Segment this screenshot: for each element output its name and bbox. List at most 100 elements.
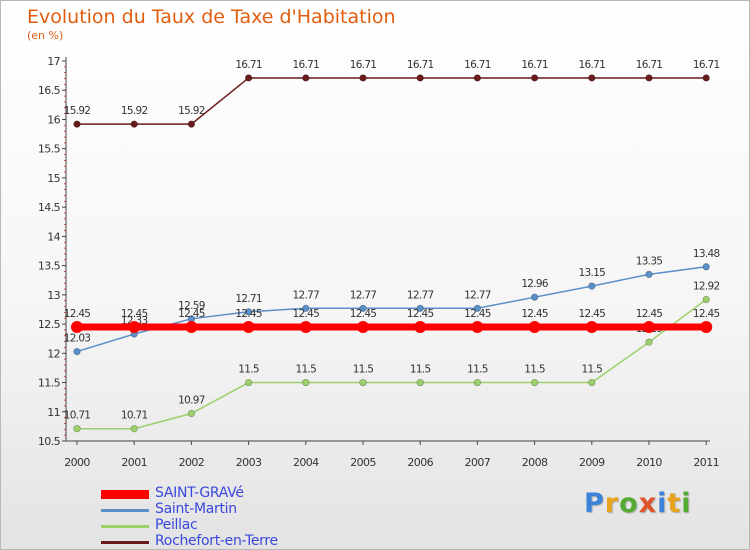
legend-label: Saint-Martin [155,501,237,517]
data-point-saint-martin [588,282,596,290]
y-tick-label: 15 [47,172,60,185]
data-label-saint-grave: 12.45 [178,308,205,320]
data-label-saint-grave: 12.45 [235,308,262,320]
data-label-peillac: 10.71 [64,410,91,422]
data-point-rochefort-en-terre [73,120,81,128]
data-label-rochefort-en-terre: 15.92 [178,105,205,117]
data-point-saint-grave [471,321,484,333]
data-label-saint-grave: 12.45 [636,308,663,320]
data-label-rochefort-en-terre: 16.71 [293,59,320,71]
data-point-rochefort-en-terre [645,74,653,82]
data-label-saint-martin: 12.77 [464,289,491,301]
legend-label: Peillac [155,517,198,533]
data-label-saint-martin: 12.77 [407,289,434,301]
data-point-saint-martin [416,304,424,312]
data-point-saint-grave [585,321,598,333]
data-label-rochefort-en-terre: 15.92 [64,105,91,117]
data-point-peillac [702,295,710,304]
data-point-saint-grave [414,321,427,333]
data-label-rochefort-en-terre: 16.71 [521,59,548,71]
x-tick-label: 2003 [236,456,262,469]
x-tick-label: 2007 [465,456,491,469]
data-point-peillac [130,425,138,433]
logo-letter: r [604,488,620,519]
data-label-saint-martin: 12.03 [64,333,91,345]
data-point-saint-grave [357,321,369,333]
y-tick-label: 11 [47,406,60,419]
data-label-saint-martin: 12.59 [178,300,205,312]
data-point-rochefort-en-terre [588,74,596,82]
data-label-peillac: 11.5 [467,364,488,376]
data-label-saint-grave: 12.45 [521,308,548,320]
legend-swatch [101,490,149,499]
data-label-rochefort-en-terre: 16.71 [693,59,720,71]
data-point-peillac [359,378,367,387]
logo-letter: i [657,488,668,519]
y-tick-label: 12 [47,347,60,360]
data-point-peillac [530,378,539,387]
data-point-saint-grave [242,321,255,333]
data-point-peillac [473,378,482,387]
data-point-peillac [416,378,424,387]
data-label-rochefort-en-terre: 16.71 [636,59,663,71]
data-label-peillac: 11.5 [353,364,374,376]
data-label-rochefort-en-terre: 16.71 [235,59,262,71]
y-tick-label: 13 [47,289,60,302]
data-point-saint-martin [302,304,310,312]
data-label-peillac: 11.5 [410,364,431,376]
data-label-saint-martin: 12.77 [350,289,377,301]
data-point-peillac [73,425,81,433]
data-point-saint-grave [185,321,198,333]
logo-letter: x [638,488,658,519]
x-tick-label: 2011 [693,456,719,469]
logo-letter: t [667,488,682,519]
data-label-saint-grave: 12.45 [350,308,377,320]
data-point-saint-martin [645,270,653,278]
logo-letter: i [681,488,692,519]
data-point-saint-martin [245,308,253,316]
data-point-saint-grave [700,321,713,333]
legend-swatch [101,509,149,512]
y-tick-label: 12.5 [38,318,61,331]
data-point-rochefort-en-terre [530,74,539,82]
data-point-saint-grave [643,321,655,333]
y-tick-label: 15.5 [38,143,61,156]
data-label-peillac: 11.5 [524,364,545,376]
y-tick-label: 13.5 [38,260,61,273]
data-point-peillac [302,378,310,387]
data-point-saint-martin [702,263,710,271]
y-tick-label: 17 [47,55,60,68]
data-point-rochefort-en-terre [702,74,710,82]
data-label-rochefort-en-terre: 16.71 [579,59,606,71]
y-tick-label: 14 [47,230,60,243]
data-label-peillac: 12.92 [693,281,720,293]
data-point-rochefort-en-terre [130,120,138,128]
data-label-peillac: 10.97 [178,395,205,407]
data-label-peillac: 11.5 [582,364,603,376]
data-label-saint-grave: 12.45 [64,308,91,320]
data-label-saint-martin: 13.35 [636,255,663,267]
data-point-peillac [588,378,596,387]
data-label-rochefort-en-terre: 16.71 [464,59,491,71]
data-point-saint-martin [359,304,367,312]
data-label-saint-grave: 12.45 [693,308,720,320]
series-line-peillac [77,298,707,430]
data-point-peillac [245,378,253,387]
x-tick-label: 2005 [350,456,376,469]
data-point-saint-grave [528,321,541,333]
data-point-saint-grave [299,321,312,333]
data-label-saint-grave: 12.45 [407,308,434,320]
y-tick-label: 16 [47,113,60,126]
x-tick-label: 2008 [522,456,548,469]
x-tick-label: 2010 [636,456,662,469]
data-label-rochefort-en-terre: 15.92 [121,105,148,117]
y-tick-label: 16.5 [38,84,61,97]
logo-letter: o [619,488,639,519]
data-label-saint-grave: 12.45 [121,308,148,320]
y-tick-label: 14.5 [38,201,61,214]
y-tick-label: 10.5 [38,435,61,448]
y-tick-label: 11.5 [38,377,61,390]
x-tick-label: 2002 [179,456,205,469]
